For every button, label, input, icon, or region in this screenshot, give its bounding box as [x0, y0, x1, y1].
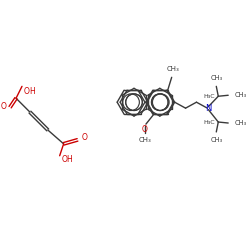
Text: CH₃: CH₃	[210, 137, 222, 143]
Text: CH₃: CH₃	[234, 120, 246, 126]
Text: H₃C: H₃C	[204, 120, 215, 124]
Text: CH₃: CH₃	[138, 137, 151, 143]
Text: O: O	[82, 134, 87, 142]
Text: O: O	[0, 102, 6, 111]
Text: CH₃: CH₃	[166, 66, 179, 72]
Text: H: H	[66, 155, 72, 164]
Text: O: O	[24, 87, 30, 96]
Text: CH₃: CH₃	[234, 92, 246, 98]
Text: O: O	[142, 125, 148, 134]
Text: O: O	[62, 155, 68, 164]
Text: CH₃: CH₃	[210, 76, 222, 82]
Text: N: N	[205, 104, 212, 113]
Text: H₃C: H₃C	[204, 94, 215, 99]
Text: H: H	[29, 87, 35, 96]
